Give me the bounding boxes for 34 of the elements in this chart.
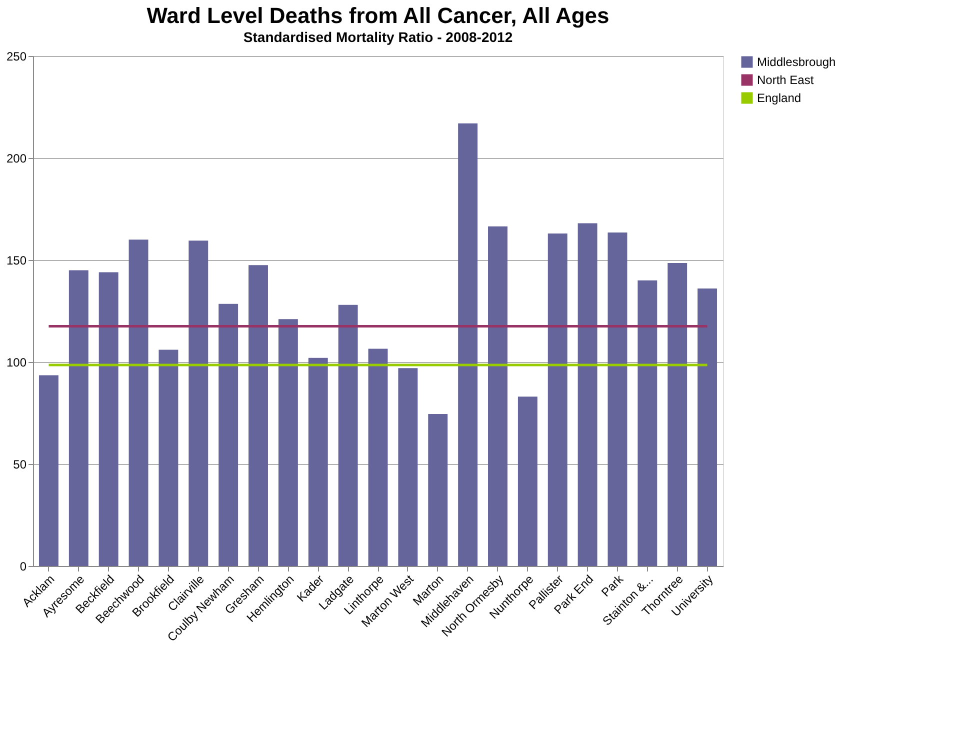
y-tick-label: 250 <box>6 50 27 64</box>
chart-subtitle: Standardised Mortality Ratio - 2008-2012 <box>243 29 513 45</box>
y-tick-label: 150 <box>6 254 27 268</box>
bar <box>638 280 658 566</box>
y-tick-label: 0 <box>20 560 27 574</box>
y-tick-label: 50 <box>13 458 27 472</box>
bar <box>608 232 628 566</box>
bar <box>158 350 178 566</box>
bar <box>128 240 148 566</box>
bar <box>98 272 118 566</box>
bar <box>578 223 598 566</box>
bar <box>698 288 718 566</box>
bar <box>488 226 508 566</box>
bar <box>398 368 418 566</box>
y-tick-label: 200 <box>6 152 27 166</box>
bar <box>248 265 268 566</box>
bar <box>188 240 208 566</box>
legend-label: England <box>757 91 802 105</box>
bar <box>338 304 358 566</box>
bar <box>368 348 388 566</box>
bar <box>68 270 88 566</box>
bar <box>308 358 328 566</box>
bar <box>518 396 538 566</box>
bar <box>38 375 58 566</box>
legend-label: Middlesbrough <box>757 55 836 69</box>
legend-label: North East <box>757 73 814 87</box>
bar <box>218 304 238 566</box>
y-tick-label: 100 <box>6 356 27 370</box>
bar <box>548 233 568 566</box>
bar <box>428 414 448 566</box>
bar <box>458 123 478 566</box>
bar <box>278 319 298 566</box>
chart-title: Ward Level Deaths from All Cancer, All Ages <box>146 3 610 28</box>
bar <box>668 263 688 566</box>
